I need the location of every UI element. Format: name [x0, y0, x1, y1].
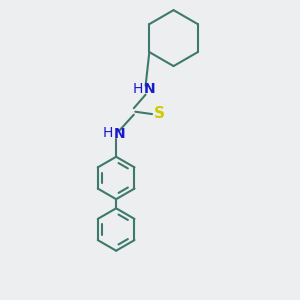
Text: N: N — [143, 82, 155, 96]
Text: N: N — [114, 127, 125, 140]
Text: H: H — [132, 82, 142, 96]
Text: H: H — [103, 126, 113, 140]
Text: S: S — [154, 106, 165, 121]
